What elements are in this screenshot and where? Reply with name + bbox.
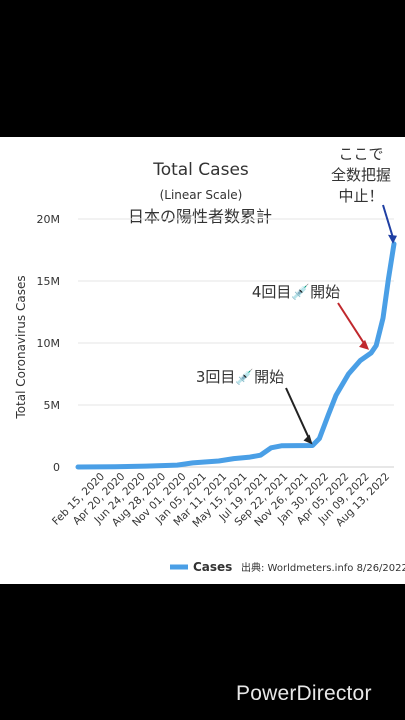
y-tick-label: 5M (44, 399, 61, 412)
annotation-arrowhead (303, 434, 313, 445)
source-note: 出典: Worldmeters.info 8/26/2022 (241, 561, 405, 574)
series-line-cases (75, 241, 397, 470)
watermark: PowerDirector (236, 682, 372, 705)
annotation-stop-counting-line: 全数把握 (331, 166, 391, 184)
annotation-stop-counting-line: 中止！ (338, 187, 383, 205)
y-tick-label: 15M (37, 275, 61, 288)
annotation-arrowhead (388, 234, 397, 244)
legend: Cases 出典: Worldmeters.info 8/26/2022 (170, 560, 405, 574)
legend-label: Cases (193, 560, 232, 574)
chart-title: Total Cases (152, 160, 249, 180)
gridlines (78, 218, 394, 468)
chart-svg: Total Cases (Linear Scale) 日本の陽性者数累計 Tot… (14, 145, 405, 574)
y-tick-label: 0 (53, 461, 60, 474)
annotation-arrowhead (359, 339, 370, 350)
annotation-arrow (337, 302, 366, 346)
y-tick-label: 10M (37, 337, 61, 350)
y-tick-labels: 0 5M 10M 15M 20M (37, 213, 61, 474)
y-axis-label: Total Coronavirus Cases (14, 275, 28, 419)
chart-subtitle: (Linear Scale) (160, 188, 243, 202)
annotation-3rd-dose: 3回目💉開始 (196, 368, 284, 386)
y-tick-label: 20M (37, 213, 61, 226)
overlay-title: 日本の陽性者数累計 (128, 207, 272, 226)
chart-card: Total Cases (Linear Scale) 日本の陽性者数累計 Tot… (0, 137, 405, 584)
annotation-4th-dose: 4回目💉開始 (252, 283, 340, 301)
annotation-arrow (285, 387, 311, 440)
series-layer (75, 241, 397, 470)
annotation-stop-counting-line: ここで (338, 145, 383, 163)
annotation-arrow (382, 204, 394, 239)
